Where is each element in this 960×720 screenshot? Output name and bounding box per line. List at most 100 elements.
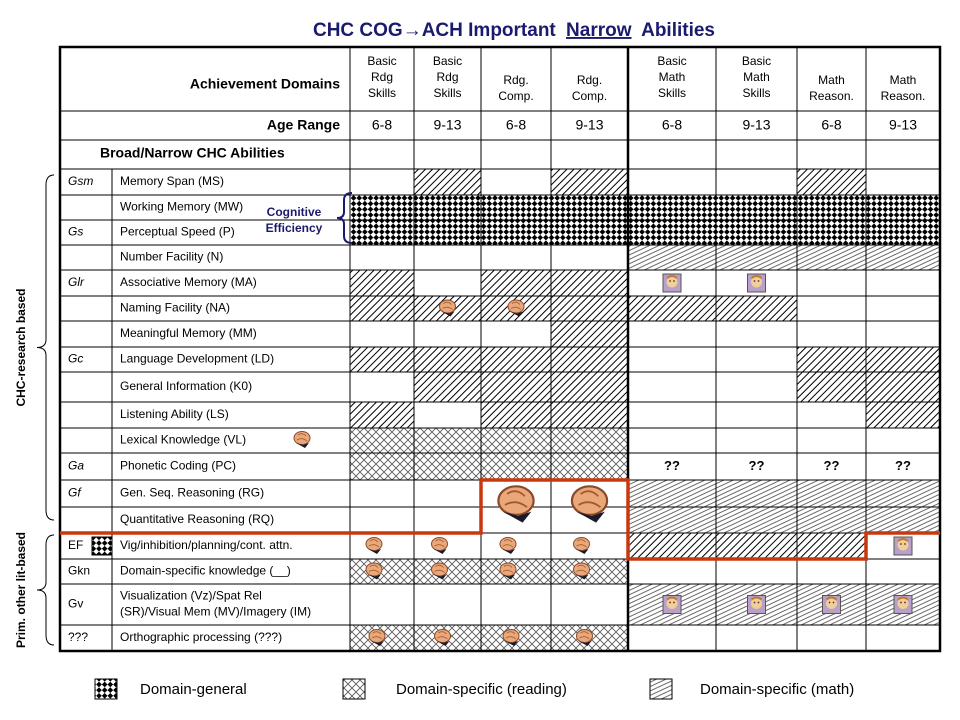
cell [866, 245, 940, 270]
cell [414, 584, 481, 625]
cell [797, 625, 866, 651]
face-icon [746, 594, 767, 615]
ability-label: Visualization (Vz)/Spat Rel [120, 589, 262, 603]
group-label: EF [68, 538, 83, 552]
ef-icon [91, 536, 113, 556]
cell [797, 347, 866, 372]
cell [414, 220, 481, 245]
cell [481, 195, 551, 220]
cell [414, 321, 481, 347]
column-domain: Rdg. [503, 73, 528, 87]
cell [414, 428, 481, 453]
title-part: Abilities [641, 20, 715, 41]
cell-note: ?? [664, 458, 680, 473]
face-icon [821, 594, 842, 615]
group-label: Gf [68, 486, 82, 500]
cell [866, 195, 940, 220]
ability-label: Associative Memory (MA) [120, 275, 257, 289]
column-domain: Skills [658, 86, 686, 100]
cell [481, 402, 551, 428]
side-label: Prim. other lit-based [14, 532, 28, 648]
cell [481, 270, 551, 296]
group-label: Gv [68, 597, 83, 611]
group-label: Gc [68, 352, 83, 366]
column-domain: Math [890, 73, 917, 87]
cell [716, 533, 797, 559]
cell [716, 625, 797, 651]
cell [716, 402, 797, 428]
cell [628, 402, 716, 428]
cell [481, 372, 551, 402]
ability-label: Language Development (LD) [120, 352, 274, 366]
cell [551, 584, 628, 625]
cell [866, 402, 940, 428]
cell [866, 625, 940, 651]
title-part: CHC COG→ACH Important [313, 20, 556, 41]
cell [551, 402, 628, 428]
cell-note: ?? [895, 458, 911, 473]
cell [414, 507, 481, 533]
cell [350, 402, 414, 428]
cell [628, 296, 716, 321]
cell [628, 453, 716, 480]
cell [628, 169, 716, 195]
ability-label: Perceptual Speed (P) [120, 225, 235, 239]
ability-label: Gen. Seq. Reasoning (RG) [120, 486, 264, 500]
cell [350, 195, 414, 220]
column-domain: Skills [368, 86, 396, 100]
side-label: CHC-research based [14, 288, 28, 406]
cell [350, 321, 414, 347]
group-label: Ga [68, 459, 84, 473]
cell [414, 169, 481, 195]
cell [481, 169, 551, 195]
cell [797, 245, 866, 270]
cell [350, 169, 414, 195]
legend-swatch [342, 678, 366, 700]
face-icon [746, 273, 767, 293]
title: CHC COG→ACH Important Narrow Abilities [313, 20, 715, 41]
column-domain: Math [743, 70, 770, 84]
cell [481, 321, 551, 347]
cell [866, 428, 940, 453]
cell [797, 195, 866, 220]
cell [414, 480, 481, 507]
legend-label: Domain-specific (math) [700, 681, 854, 698]
column-domain: Math [818, 73, 845, 87]
cell [551, 372, 628, 402]
ability-label: Meaningful Memory (MM) [120, 326, 257, 340]
group-label: Glr [68, 275, 85, 289]
table-border [58, 45, 942, 653]
column-domain: Comp. [498, 89, 533, 103]
cell [716, 321, 797, 347]
column-domain: Math [659, 70, 686, 84]
group-label: Gkn [68, 564, 90, 578]
cell [866, 347, 940, 372]
ability-label: Vig/inhibition/planning/cont. attn. [120, 538, 293, 552]
ability-label: (SR)/Visual Mem (MV)/Imagery (IM) [120, 605, 311, 619]
legend-label: Domain-specific (reading) [396, 681, 567, 698]
column-domain: Comp. [572, 89, 607, 103]
cell [481, 245, 551, 270]
cell-note: ?? [749, 458, 765, 473]
cell [797, 270, 866, 296]
column-age: 9-13 [433, 117, 461, 133]
cell [551, 195, 628, 220]
cell [716, 507, 797, 533]
cell [350, 480, 414, 507]
annotation: Cognitive [267, 205, 322, 219]
cell [628, 195, 716, 220]
cell [797, 321, 866, 347]
ability-label: General Information (K0) [120, 379, 252, 393]
cell [350, 372, 414, 402]
legend-label: Domain-general [140, 681, 247, 698]
legend-swatch [649, 678, 673, 700]
cell [628, 220, 716, 245]
ability-label: Lexical Knowledge (VL) [120, 433, 246, 447]
column-domain: Basic [433, 54, 462, 68]
cell [551, 169, 628, 195]
cell [716, 347, 797, 372]
brace [336, 192, 353, 244]
face-icon [662, 273, 682, 293]
cell [716, 428, 797, 453]
